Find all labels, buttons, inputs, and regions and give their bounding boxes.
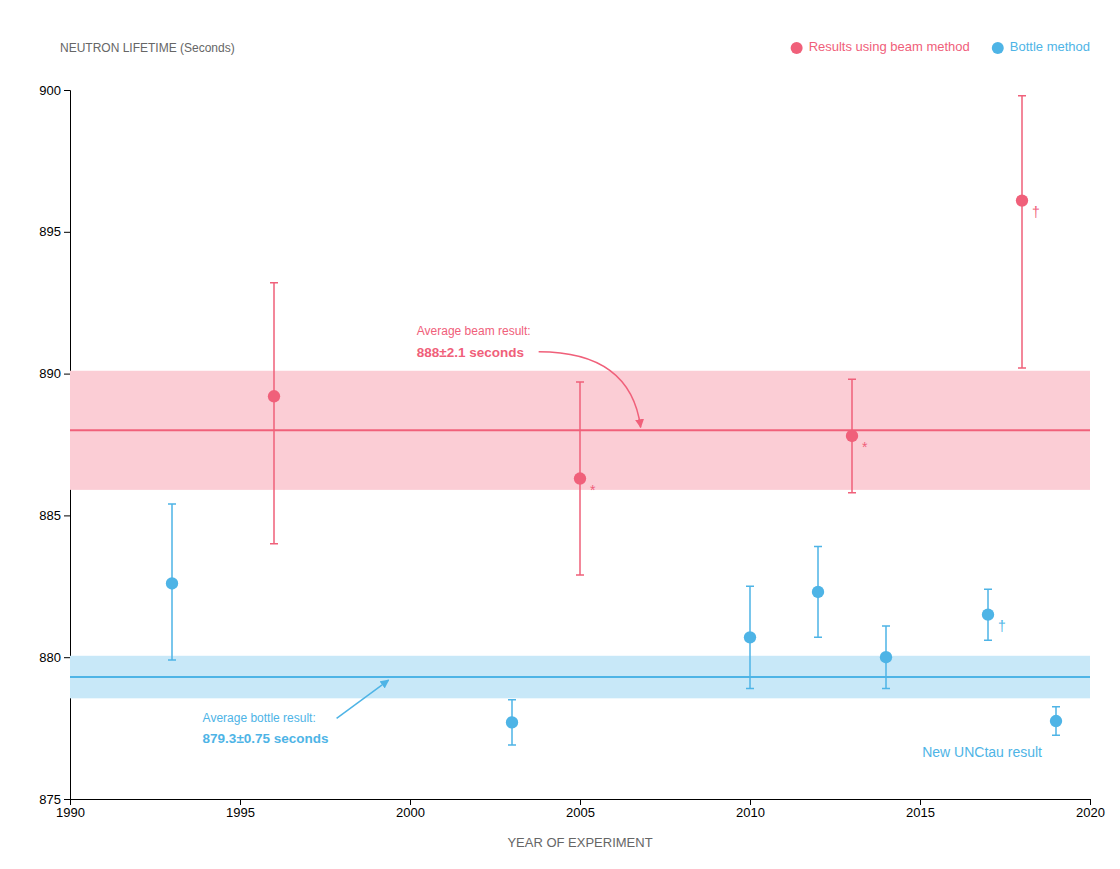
average-value-label: 888±2.1 seconds [417,345,524,360]
x-tick-mark [750,799,751,805]
x-tick-label: 2015 [906,805,935,820]
point [574,472,586,484]
point [1050,715,1062,727]
y-tick: 885 [39,508,70,523]
y-tick-mark [64,515,70,516]
plot: 1990 1995 2000 2005 2010 2015 2020 875 880 885 890… [39,83,1105,821]
y-tick-label: 890 [39,366,61,381]
legend-marker [992,42,1004,54]
x-tick-mark [920,799,921,805]
marks [70,96,1090,745]
y-tick-label: 895 [39,224,61,239]
y-axis: 875 880 885 890 895 900 [39,83,70,807]
point [880,651,892,663]
x-axis: 1990 1995 2000 2005 2010 2015 2020 [56,799,1105,820]
texts: * * † † Average beam result: 888±2.1 seconds A… [203,204,1042,760]
annotation-arrow [539,352,641,428]
chart: 1990 1995 2000 2005 2010 2015 2020 875 880 885 890… [0,0,1120,869]
legend-marker [791,42,803,54]
x-tick-label: 2010 [736,805,765,820]
annotation: New UNCtau result [922,744,1042,760]
x-tick: 2005 [566,799,595,820]
series-1 [166,504,1062,745]
average-line [70,676,1090,678]
error-bar [270,283,278,544]
y-axis-title: NEUTRON LIFETIME (Seconds) [60,41,235,55]
series-0 [268,96,1028,575]
y-tick-mark [64,90,70,91]
legend: Results using beam method Bottle method [791,39,1090,54]
x-tick: 1995 [226,799,255,820]
y-tick-label: 875 [39,792,61,807]
error-bar [1018,96,1026,368]
legend-item: Bottle method [992,39,1090,54]
legend-label: Results using beam method [809,39,970,54]
y-tick-mark [64,374,70,375]
legend-label: Bottle method [1010,39,1090,54]
x-axis-title: YEAR OF EXPERIMENT [507,835,652,850]
y-tick-label: 900 [39,83,61,98]
point [744,631,756,643]
y-tick-mark [64,232,70,233]
point [982,608,994,620]
x-tick-mark [410,799,411,805]
x-tick-label: 1995 [226,805,255,820]
y-tick-mark [64,657,70,658]
y-tick-label: 885 [39,508,61,523]
x-tick: 2010 [736,799,765,820]
x-tick-mark [1090,799,1091,805]
point-label: † [998,618,1006,634]
point-label: † [1032,204,1040,220]
y-tick: 875 [39,792,70,807]
y-tick-label: 880 [39,650,61,665]
x-tick: 2015 [906,799,935,820]
y-axis-line [64,91,71,800]
average-label: Average bottle result: [203,711,316,725]
legend-item: Results using beam method [791,39,970,54]
point [268,390,280,402]
x-tick-label: 1990 [56,805,85,820]
x-tick-label: 2020 [1076,805,1105,820]
x-tick-label: 2005 [566,805,595,820]
y-tick: 895 [39,224,70,239]
point [846,430,858,442]
y-tick: 900 [39,83,70,98]
average-band [70,656,1090,699]
point-label: * [862,439,868,455]
y-tick-mark [64,799,70,800]
point [506,716,518,728]
average-value-label: 879.3±0.75 seconds [203,731,329,746]
x-tick-mark [240,799,241,805]
y-tick: 890 [39,366,70,381]
average-label: Average beam result: [417,324,531,338]
x-axis-line [71,800,1091,806]
point-label: * [590,482,596,498]
x-tick: 2000 [396,799,425,820]
x-tick-label: 2000 [396,805,425,820]
point [812,586,824,598]
annotation-arrow [337,680,389,718]
y-tick: 880 [39,650,70,665]
point [166,577,178,589]
x-tick: 2020 [1076,799,1105,820]
point [1016,194,1028,206]
x-tick-mark [580,799,581,805]
